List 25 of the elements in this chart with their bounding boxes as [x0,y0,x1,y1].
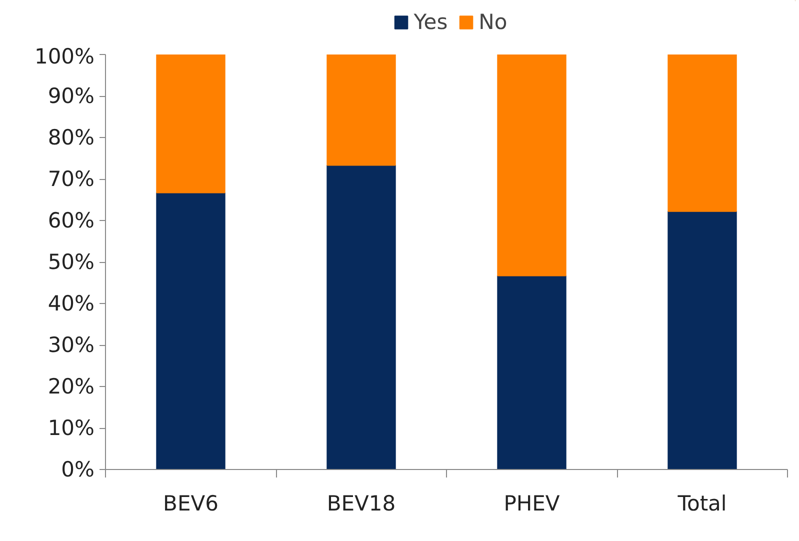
bar [326,164,396,470]
y-tick-label: 0% [61,458,95,482]
bar [156,54,226,194]
x-tick-label: BEV6 [163,492,218,516]
y-tick-label: 30% [48,333,95,357]
bar [497,275,566,470]
legend-label: Yes [414,10,448,34]
y-tick-label: 100% [34,44,95,68]
y-tick-label: 20% [48,374,95,398]
legend-label: No [478,10,508,34]
y-tick-label: 60% [48,208,95,232]
y-tick-label: 50% [48,250,95,274]
y-tick-label: 10% [48,416,95,440]
bar [326,54,396,166]
y-tick-label: 80% [48,126,95,150]
bar [497,54,566,276]
y-tick-label: 90% [48,84,95,108]
x-tick-label: PHEV [504,492,560,516]
y-tick-label: 40% [48,292,95,316]
bar [156,192,226,470]
x-tick-label: Total [676,492,727,516]
y-tick-label: 70% [48,167,95,191]
bar [668,210,737,470]
x-tick-label: BEV18 [326,492,396,516]
bar [668,54,737,212]
